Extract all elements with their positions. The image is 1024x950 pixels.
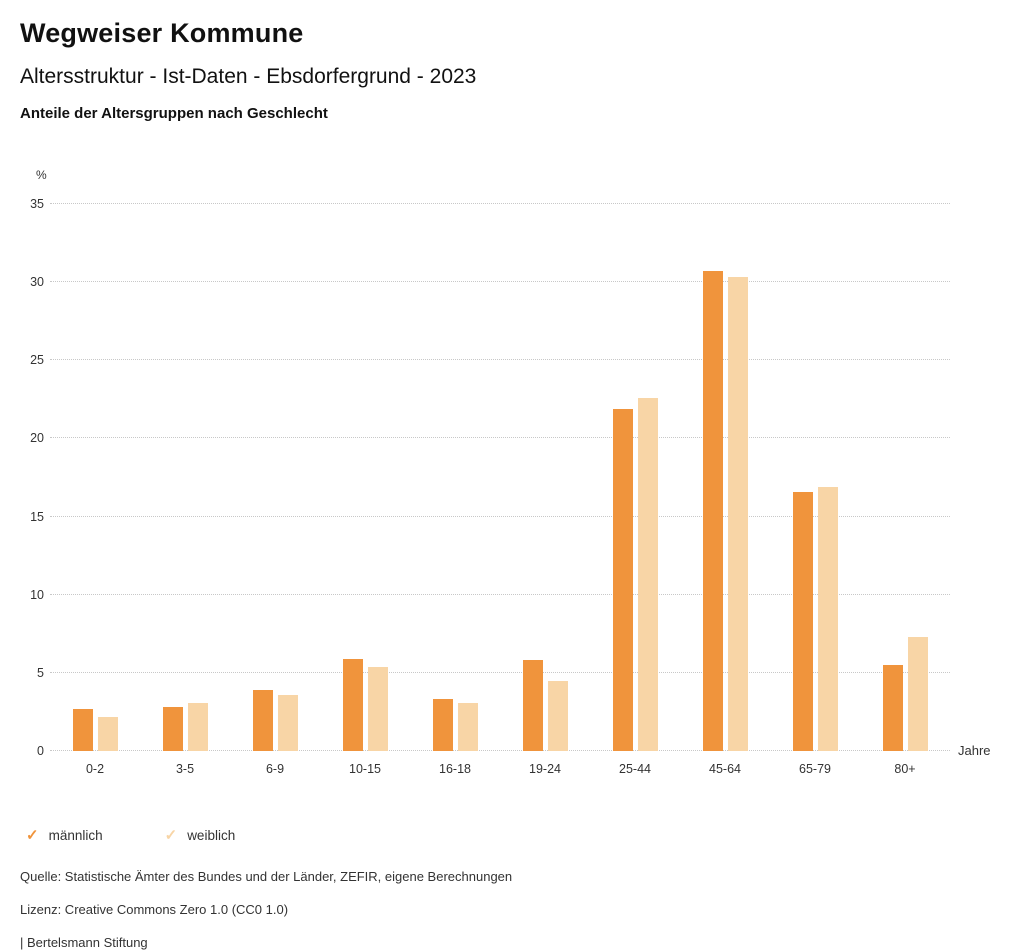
x-tick-label: 45-64 [709,762,741,776]
bar-group [230,204,320,751]
bar-group [590,204,680,751]
plot-area: 0 5 10 15 20 25 30 35 [30,197,950,758]
bar-group [410,204,500,751]
x-tick-label: 19-24 [529,762,561,776]
source-line: Quelle: Statistische Ämter des Bundes un… [20,869,513,884]
bar-männlich [162,707,183,751]
bar-weiblich [637,397,658,751]
bar-chart: % 0 5 10 15 20 25 30 35 0-2 3-5 6-9 10-15 16-18 19-2… [20,168,1004,816]
y-tick-label: 20 [30,431,44,446]
gridline: 30 [30,275,950,289]
bar-group [50,204,140,751]
page-header: Wegweiser Kommune Altersstruktur - Ist-D… [20,18,1004,122]
x-tick-label: 65-79 [799,762,831,776]
bar-group [500,204,590,751]
page-title: Wegweiser Kommune [20,18,304,48]
page-footer: Quelle: Statistische Ämter des Bundes un… [20,869,1004,950]
gridline: 25 [30,353,950,367]
x-axis-unit-label: Jahre [958,743,991,758]
bar-weiblich [547,680,568,751]
y-tick-label: 10 [30,587,44,602]
legend-item-weiblich[interactable]: ✓ weiblich [165,828,236,843]
bars-row [50,204,950,751]
bar-weiblich [727,277,748,751]
y-tick-label: 35 [30,197,44,211]
x-labels: 0-2 3-5 6-9 10-15 16-18 19-24 25-44 45-64 65-79 8… [50,762,950,776]
bar-männlich [702,271,723,751]
gridline: 10 [30,588,950,602]
bar-männlich [432,699,453,751]
gridline: 5 [37,666,950,680]
x-tick-label: 0-2 [85,762,105,776]
bar-männlich [252,690,273,751]
page-subtitle: Altersstruktur - Ist-Daten - Ebsdorfergr… [20,65,477,88]
x-tick-label: 80+ [894,762,916,776]
checkmark-icon: ✓ [164,827,178,844]
y-tick-label: 15 [30,509,44,524]
chart-heading: Anteile der Altersgruppen nach Geschlech… [20,105,328,122]
bar-männlich [522,660,543,751]
bar-männlich [792,491,813,751]
x-tick-label: 6-9 [265,762,285,776]
legend-label: weiblich [187,828,236,843]
bar-group [680,204,770,751]
x-tick-label: 16-18 [439,762,471,776]
bar-weiblich [97,716,118,751]
checkmark-icon: ✓ [26,827,39,844]
y-tick-label: 25 [30,353,44,368]
bar-weiblich [187,702,208,751]
legend-label: männlich [48,828,103,843]
legend-item-männlich[interactable]: ✓ männlich [26,828,103,843]
y-tick-label: 5 [37,665,44,680]
bar-weiblich [457,702,478,751]
bar-group [140,204,230,751]
bar-group [320,204,410,751]
bar-weiblich [367,666,388,751]
bar-group [770,204,860,751]
x-tick-label: 3-5 [175,762,195,776]
bar-männlich [342,658,363,751]
bar-weiblich [277,694,298,751]
y-tick-label: 0 [37,744,44,758]
legend: ✓ männlich ✓ weiblich [26,828,1004,843]
y-tick-label: 30 [30,275,44,290]
bar-männlich [72,708,93,751]
attribution-line: | Bertelsmann Stiftung [20,935,148,950]
gridline: 15 [30,510,950,524]
gridline: 20 [30,431,950,445]
bar-group [860,204,950,751]
bar-männlich [612,408,633,751]
gridline: 0 [37,744,950,758]
license-line: Lizenz: Creative Commons Zero 1.0 (CC0 1… [20,902,289,917]
bar-weiblich [817,486,838,751]
x-tick-label: 25-44 [619,762,651,776]
y-axis-unit-label: % [36,168,47,182]
bar-männlich [882,665,903,751]
x-tick-label: 10-15 [349,762,381,776]
gridline: 35 [30,197,950,211]
bar-weiblich [907,636,928,751]
